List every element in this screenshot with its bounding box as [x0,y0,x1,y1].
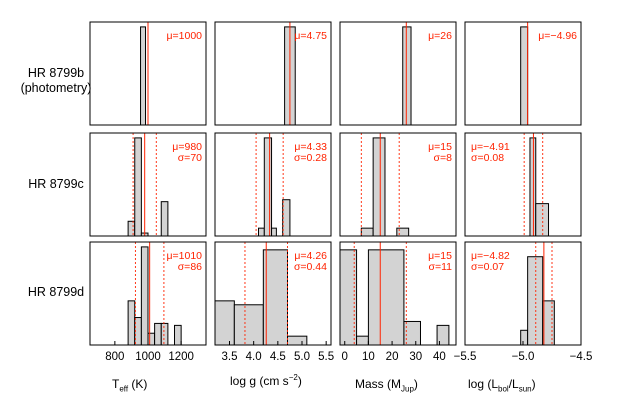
row-label-hr8799d: HR 8799d [27,285,85,299]
stat-mu: μ=4.26 [294,250,327,262]
panel-d-logg: μ=4.26σ=0.44 3.5 4.0 4.5 5.0 5.5 [214,241,334,363]
histogram-bar [160,322,169,346]
stat-sigma: σ=70 [178,152,202,164]
row-label-hr8799c: HR 8799c [28,177,84,191]
x-tick-label: 10 [362,351,375,363]
panel-d-lbol: μ=−4.82σ=0.07 −5.5 −5.0 −4.5 [454,241,593,363]
histogram-bar [402,26,412,126]
row-label-hr8799b: HR 8799b (photometry) [20,66,92,95]
x-tick-label: 1000 [135,351,161,363]
panel-c-logg: μ=4.33σ=0.28 [214,132,332,237]
panel-b-teff: μ=1000 [89,21,207,126]
histogram-bar [367,249,405,346]
x-tick-label: 3.5 [222,351,238,363]
stat-sigma: σ=86 [178,261,202,273]
stat-mu: μ=−4.91 [471,141,510,153]
panel-frame [339,132,457,237]
histogram-bar [287,335,308,346]
panel-c-mass: μ=15σ=8 [339,132,457,237]
stat-mu: μ=15 [428,250,452,262]
histogram-bar [356,335,369,346]
panel-frame [89,132,207,237]
stat-sigma: σ=0.07 [471,261,504,273]
x-tick-label: 0 [342,351,348,363]
stat-sigma: σ=0.28 [294,152,327,164]
panel-frame [339,21,457,126]
histogram-bar [372,137,386,237]
stat-mu: μ=−4.96 [538,30,577,42]
x-tick-label: −5.0 [512,351,535,363]
histogram-bar [542,300,555,346]
panel-frame [339,241,457,346]
stat-mu: μ=4.33 [294,141,327,153]
xlabel-lbol: log (Lbol/Lsun) [468,377,536,394]
histogram-bar [140,246,149,346]
histogram-bar [147,332,156,346]
stat-mu: μ=15 [428,141,452,153]
histogram-bar [127,300,136,346]
histogram-bar [436,324,450,346]
xlabel-mass: Mass (MJup) [355,377,418,394]
histogram-bar [271,227,277,237]
stat-mu: μ=4.75 [294,30,327,42]
stat-sigma: σ=0.08 [471,152,504,164]
x-tick-label: 4.5 [270,351,286,363]
panel-frame [214,132,332,237]
stat-mu: μ=−4.82 [471,250,510,262]
x-tick-label: 1200 [168,351,194,363]
histogram-bar [140,26,147,126]
histogram-bar [282,199,291,237]
panel-frame [464,21,582,126]
histogram-bar [258,227,265,237]
panel-frame [214,241,332,346]
stat-sigma: σ=0.44 [294,261,327,273]
histogram-bar [535,203,550,237]
histogram-bar [360,227,374,237]
stat-sigma: σ=8 [434,152,453,164]
stat-mu: μ=1000 [166,30,202,42]
stat-mu: μ=980 [172,141,202,153]
histogram-bar [520,329,529,346]
panel-frame [214,21,332,126]
histogram-bar [262,249,289,346]
histogram-bar [134,137,142,237]
histogram-bar [154,322,162,346]
panel-b-lbol: μ=−4.96 [464,21,582,126]
panel-frame [89,21,207,126]
x-tick-label: 30 [409,351,422,363]
histogram-bar [403,320,421,346]
x-tick-label: 5.0 [294,351,310,363]
histogram-bar [396,227,410,237]
x-tick-label: 5.5 [318,351,334,363]
x-tick-label: 800 [105,351,124,363]
panel-frame [464,132,582,237]
histogram-bar [233,304,264,346]
panel-d-mass: μ=15σ=11 0 10 20 30 40 [339,241,457,363]
stat-mu: μ=1010 [166,250,202,262]
histogram-bar [263,137,273,237]
xlabel-teff: Teff (K) [112,377,148,394]
histogram-bar [529,137,537,237]
x-tick-label: −4.5 [570,351,593,363]
histogram-bar [127,220,136,237]
x-tick-label: 4.0 [246,351,262,363]
x-tick-label: 20 [386,351,399,363]
x-tick-label: −5.5 [454,351,477,363]
panel-c-lbol: μ=−4.91σ=0.08 [464,132,582,237]
histogram-bar [214,300,235,346]
histogram-bar [527,256,544,346]
xlabel-logg: log g (cm s−2) [230,373,302,388]
stat-sigma: σ=11 [428,261,452,273]
histogram-bar [520,26,529,126]
x-tick-label: 40 [433,351,446,363]
panel-b-mass: μ=26 [339,21,457,126]
histogram-bar [174,324,182,346]
histogram-bar [160,201,169,237]
panel-b-logg: μ=4.75 [214,21,332,126]
stat-mu: μ=26 [428,30,452,42]
